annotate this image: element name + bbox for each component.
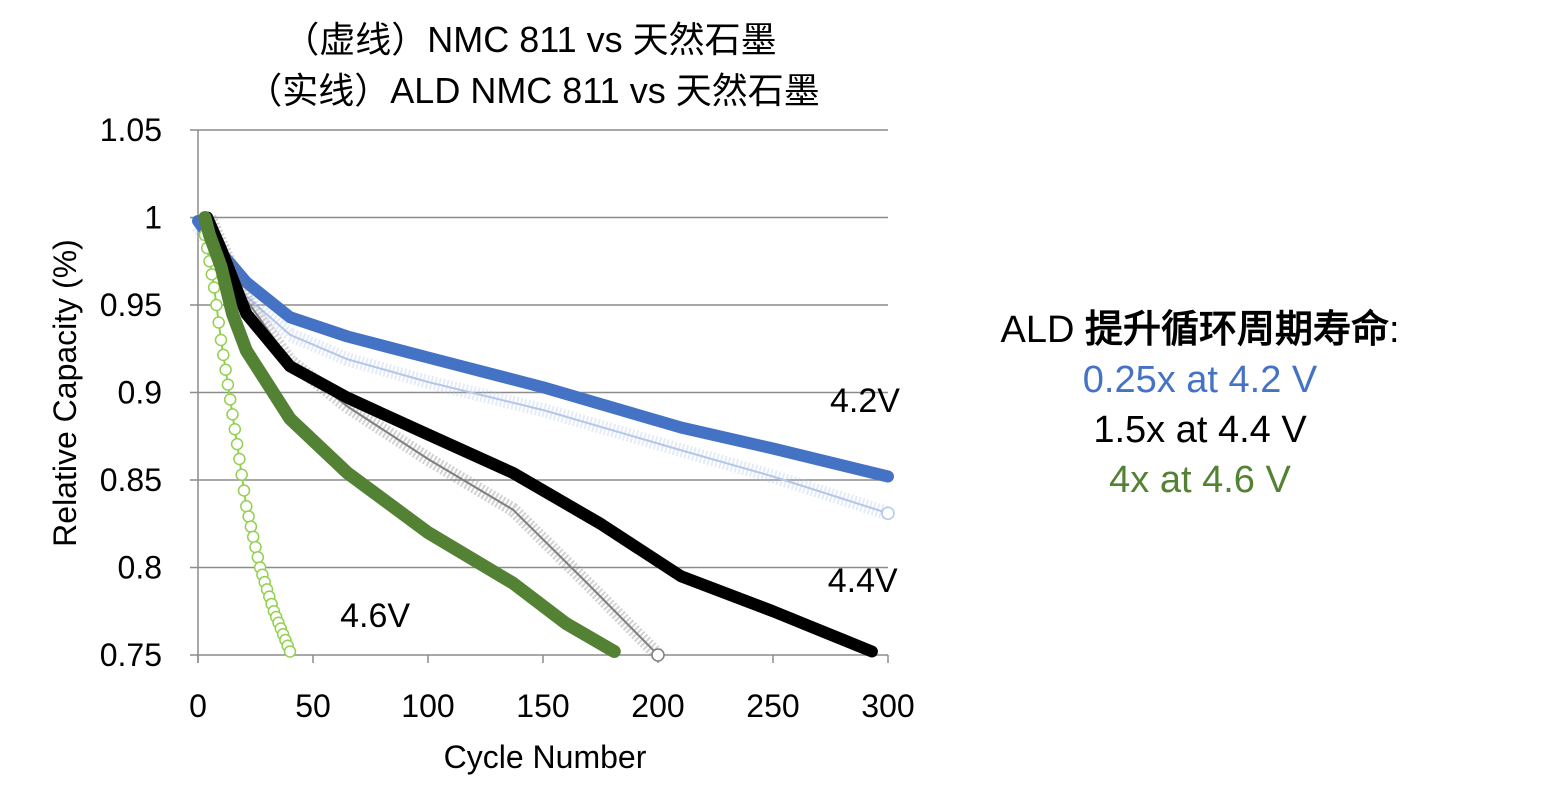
data-point [235,468,248,481]
data-point [217,348,230,362]
side-note-4-4v: 1.5x at 4.4 V [1093,409,1307,451]
x-tick-label: 200 [631,688,684,724]
data-point [207,281,221,294]
side-note-suffix: : [1388,309,1400,351]
y-tick-label: 0.9 [118,375,162,411]
data-point [240,500,253,513]
data-point [233,452,246,466]
data-point [230,437,244,451]
chart-title-line-2: （实线）ALD NMC 811 vs 天然石墨 [246,70,819,111]
data-point [214,333,228,347]
annotation-label: 4.6V [340,597,410,635]
x-tick-label: 0 [189,688,207,724]
y-tick-label: 1.05 [100,112,162,148]
data-point [251,551,265,564]
data-point [242,510,255,523]
data-point [221,378,235,391]
series-line [201,211,878,658]
x-tick-label: 150 [516,688,569,724]
data-point [219,363,232,376]
axes [197,130,889,663]
gridlines [190,129,888,656]
x-tick-label: 250 [746,688,799,724]
series-group [192,211,895,662]
x-tick-label: 50 [295,688,331,724]
data-point [228,423,242,436]
series-dashed-hollow-4-6V [198,228,297,658]
annotations: 4.2V 4.4V 4.6V [340,382,900,635]
series-line [198,211,621,658]
data-point [249,540,262,554]
side-note-4-6v: 4x at 4.6 V [1109,459,1291,501]
series-solid-4-4V [201,211,878,658]
data-point [237,484,251,497]
data-point [210,298,223,312]
side-note-prefix: ALD [1000,309,1085,351]
x-tick-label: 300 [861,688,914,724]
side-note: ALD 提升循环周期寿命: 0.25x at 4.2 V 1.5x at 4.4… [940,305,1460,505]
data-point [881,506,895,520]
annotation-label: 4.2V [830,382,900,420]
y-axis-label: Relative Capacity (%) [47,239,83,547]
data-point [651,648,665,662]
x-tick-label: 100 [401,688,454,724]
tick-labels: 1.05 1 0.95 0.9 0.85 0.8 0.75 0 50 100 150 200 250 30… [100,112,915,724]
y-tick-label: 0.8 [118,550,162,586]
annotation-label: 4.4V [828,562,898,600]
data-point [212,316,225,329]
data-point [246,530,260,544]
chart-title-line-1: （虚线）NMC 811 vs 天然石墨 [283,19,776,60]
data-point [283,645,297,658]
data-point [223,393,237,406]
series-solid-4-6V [198,211,621,658]
data-point [226,408,239,421]
y-tick-label: 0.75 [100,637,162,673]
y-tick-label: 0.95 [100,287,162,323]
side-note-bold: 提升循环周期寿命 [1084,309,1389,351]
side-note-4-2v: 0.25x at 4.2 V [1082,359,1318,401]
y-tick-label: 0.85 [100,462,162,498]
x-axis-label: Cycle Number [444,739,647,775]
y-tick-label: 1 [144,200,162,236]
side-note-heading: ALD 提升循环周期寿命: [940,305,1460,355]
data-point [244,520,258,533]
